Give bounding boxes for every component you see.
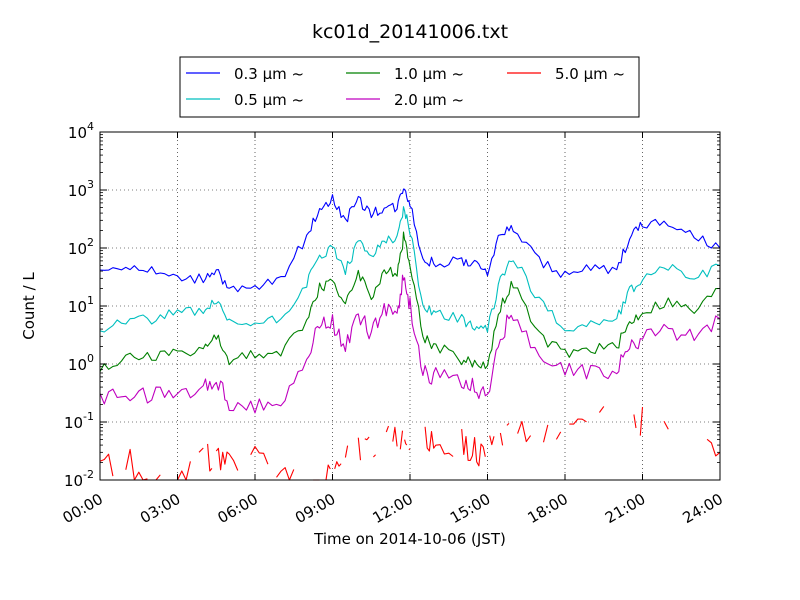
series-segment xyxy=(639,407,644,436)
series-segment xyxy=(706,438,721,457)
y-tick-label: 10-1 xyxy=(64,410,94,432)
series-line xyxy=(99,231,721,372)
series-segment xyxy=(517,420,532,443)
y-axis-label: Count / L xyxy=(20,272,38,340)
series-segment xyxy=(399,430,404,450)
axis-ticks xyxy=(99,131,721,481)
legend-label: 0.5 μm ~ xyxy=(234,91,304,109)
series-segment xyxy=(155,474,161,481)
series-segment xyxy=(215,447,239,471)
series-segment xyxy=(198,447,204,453)
series-segment xyxy=(404,439,408,446)
series-segment xyxy=(555,431,562,440)
legend-label: 2.0 μm ~ xyxy=(394,91,464,109)
y-tick-label: 102 xyxy=(68,236,94,258)
series-segment xyxy=(506,423,510,426)
series-segment xyxy=(633,414,637,429)
series-line xyxy=(99,206,721,333)
series-line xyxy=(99,188,721,293)
series-segment xyxy=(99,453,114,477)
y-tick-label: 101 xyxy=(68,294,94,316)
y-tick-label: 10-2 xyxy=(64,468,94,490)
series-segment xyxy=(250,445,269,465)
grid-lines xyxy=(100,132,720,480)
y-tick-label: 104 xyxy=(68,120,94,142)
series-segment xyxy=(424,426,454,457)
x-axis-label: Time on 2014-10-06 (JST) xyxy=(313,530,506,548)
series-segment xyxy=(392,426,398,447)
series-segment xyxy=(663,420,669,430)
series-segment xyxy=(357,437,362,461)
series-segment xyxy=(598,406,605,413)
series-segment xyxy=(408,448,411,451)
legend-label: 1.0 μm ~ xyxy=(394,65,464,83)
series-segment xyxy=(542,424,549,443)
series-segment xyxy=(99,188,721,293)
series-layer xyxy=(99,188,721,481)
y-tick-label: 103 xyxy=(68,178,94,200)
series-segment xyxy=(207,443,213,472)
series-segment xyxy=(499,432,504,446)
series-segment xyxy=(489,435,495,446)
legend-label: 5.0 μm ~ xyxy=(555,65,625,83)
y-tick-labels: 10-2 10-1 100 101 102 103 104 xyxy=(64,120,94,490)
legend-box xyxy=(179,56,640,118)
series-segment xyxy=(569,418,587,425)
series-segment xyxy=(99,274,721,414)
legend-label: 0.3 μm ~ xyxy=(234,65,304,83)
series-segment xyxy=(276,467,295,481)
chart-title: kc01d_20141006.txt xyxy=(312,21,508,43)
series-segment xyxy=(334,461,342,470)
series-segment xyxy=(461,429,486,467)
legend: 0.3 μm ~ 0.5 μm ~ 1.0 μm ~ 2.0 μm ~ 5.0 μm ~ xyxy=(179,56,640,118)
series-segment xyxy=(385,425,390,433)
series-segment xyxy=(325,464,331,481)
series-segment xyxy=(99,206,721,333)
series-segment xyxy=(344,445,349,458)
series-segment xyxy=(373,454,376,458)
series-line xyxy=(99,274,721,414)
series-segment xyxy=(364,436,370,441)
series-segment xyxy=(99,231,721,372)
y-tick-label: 100 xyxy=(68,352,94,374)
